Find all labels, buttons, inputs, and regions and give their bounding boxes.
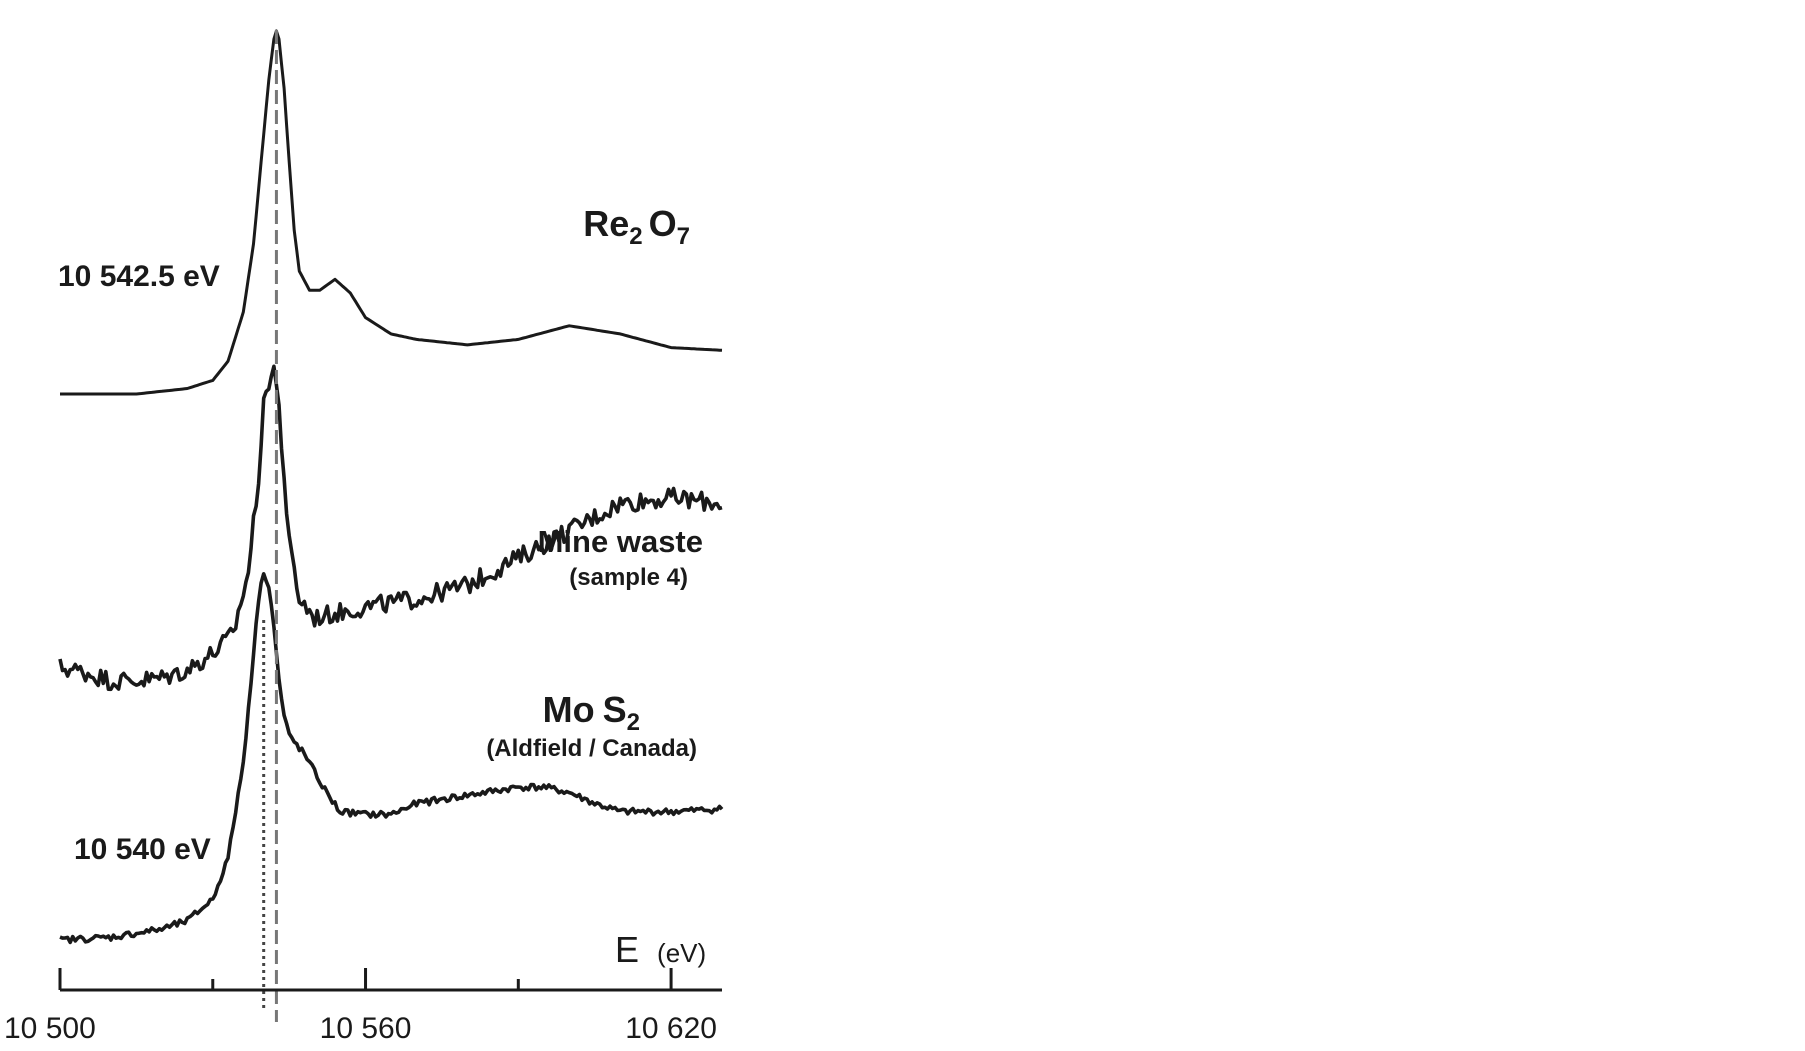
series-label-mine-waste: Mine waste <box>538 524 703 559</box>
series-label-mos2-note: (Aldfield / Canada) <box>486 735 697 762</box>
spectrum-line-mine_waste <box>58 364 723 692</box>
reference-lines <box>262 30 278 1022</box>
x-axis-ticks <box>58 968 673 990</box>
x-tick-label: 10 560 <box>320 1012 412 1045</box>
series-label-mine-waste-note: (sample 4) <box>569 564 688 591</box>
x-axis-label: E (eV) <box>615 929 706 970</box>
spectrum-line-re2o7 <box>60 29 723 396</box>
x-axis-symbol: E <box>615 929 639 970</box>
annotation-10542-5-ev: 10 542.5 eV <box>58 260 220 293</box>
spectra-curves <box>58 29 724 945</box>
x-tick-label: 10 620 <box>625 1012 717 1045</box>
spectrum-line-mos2 <box>59 572 724 945</box>
x-axis: 10 500 10 560 10 620 <box>4 968 722 1045</box>
x-axis-unit: (eV) <box>657 938 706 968</box>
series-label-mos2: Mo S2 <box>543 689 640 736</box>
series-label-re2o7: Re2 O7 <box>583 203 690 250</box>
x-tick-label: 10 500 <box>4 1012 96 1045</box>
annotation-10540-ev: 10 540 eV <box>74 833 211 866</box>
x-axis-tick-labels: 10 500 10 560 10 620 <box>4 1012 717 1045</box>
